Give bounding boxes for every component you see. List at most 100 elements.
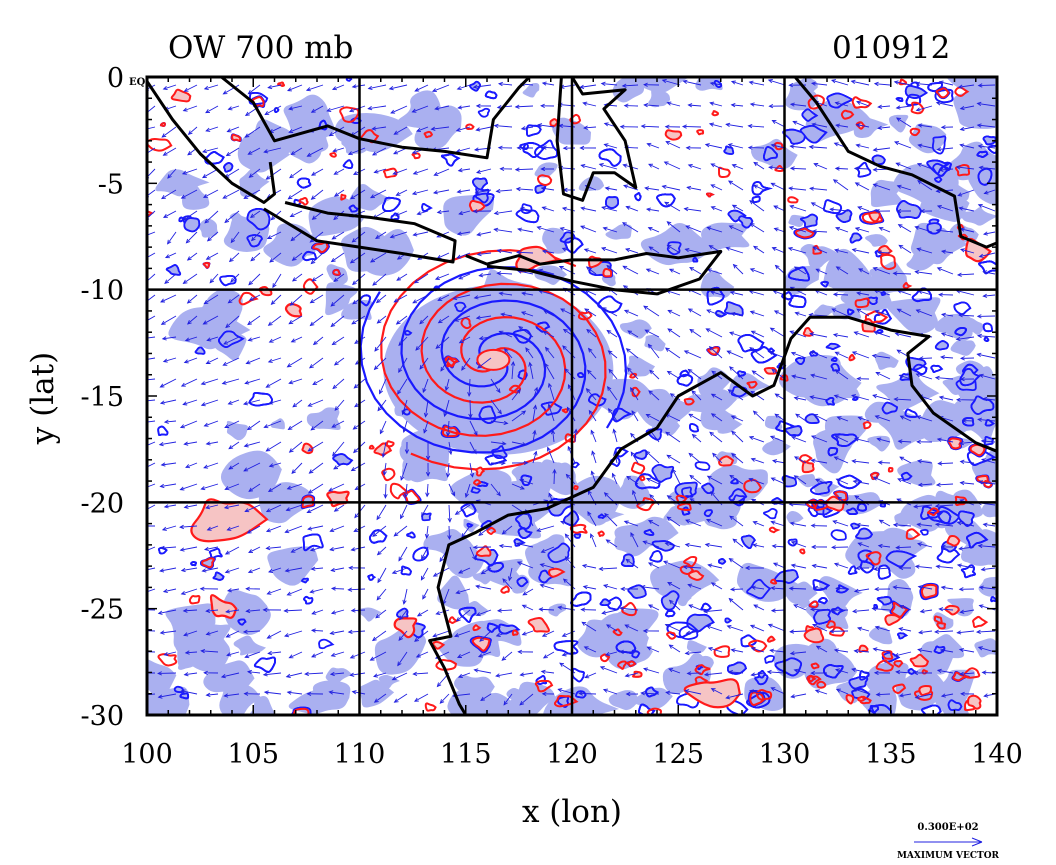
wind-vector (941, 586, 954, 590)
wind-vector (292, 399, 303, 408)
wind-vector (854, 588, 870, 592)
wind-vector-head (625, 558, 631, 564)
wind-vector (600, 666, 618, 674)
wind-vector-head (982, 293, 988, 298)
wind-vector (587, 370, 597, 380)
contour-patch (897, 632, 908, 640)
map-date: 010912 (832, 30, 950, 66)
wind-vector (834, 394, 849, 401)
wind-vector (490, 378, 501, 393)
wind-vector-head (976, 333, 982, 339)
wind-vector (147, 357, 156, 360)
wind-vector-head (770, 586, 776, 591)
wind-vector (790, 330, 807, 338)
wind-vector (397, 651, 408, 666)
contour-line (713, 645, 731, 658)
wind-vector-head (248, 173, 254, 178)
contour-patch (470, 486, 481, 494)
wind-vector (773, 205, 786, 212)
wind-vector (515, 105, 534, 108)
wind-vector-head (403, 493, 409, 499)
contour-line (329, 151, 337, 158)
wind-vector-head (834, 351, 840, 356)
wind-vector (434, 168, 450, 176)
wind-vector-head (794, 311, 800, 316)
wind-vector-head (975, 629, 981, 635)
contour-line (927, 507, 940, 517)
wind-vector-head (917, 143, 923, 148)
wind-vector-head (897, 439, 903, 444)
wind-vector (511, 441, 527, 446)
wind-vector-head (729, 331, 735, 336)
wind-vector-head (496, 388, 501, 394)
wind-vector (412, 105, 429, 113)
wind-vector (519, 693, 534, 706)
wind-vector (161, 126, 177, 138)
wind-vector (613, 429, 618, 443)
wind-vector-head (227, 299, 233, 304)
wind-vector (542, 206, 555, 212)
wind-vector-head (684, 542, 690, 548)
wind-vector (708, 564, 723, 569)
wind-vector-head (329, 671, 335, 677)
coastline (465, 249, 723, 296)
contour-line (458, 606, 477, 623)
wind-vector (290, 294, 303, 306)
wind-vector-head (750, 585, 756, 590)
wind-vector (251, 231, 261, 241)
wind-vector-head (730, 415, 736, 420)
wind-vector-head (753, 161, 759, 167)
wind-vector-head (918, 356, 924, 361)
wind-vector (956, 290, 975, 296)
contour-patch (605, 224, 632, 240)
wind-vector (768, 624, 786, 632)
wind-vector-head (619, 606, 625, 611)
wind-vector-head (373, 673, 378, 678)
wind-vector (622, 84, 639, 87)
wind-vector-head (898, 374, 904, 379)
wind-vector-head (391, 569, 397, 574)
wind-vector (624, 520, 639, 527)
wind-vector (147, 273, 156, 282)
wind-vector (627, 330, 639, 338)
wind-vector (729, 515, 744, 527)
contour-line (787, 196, 799, 204)
contour-line (953, 301, 972, 316)
wind-vector-head (160, 298, 166, 303)
wind-vector-head (288, 128, 294, 133)
wind-vector (375, 231, 387, 239)
contour-line (977, 167, 993, 186)
wind-vector-head (813, 585, 819, 590)
wind-vector (984, 189, 996, 194)
wind-vector (917, 543, 933, 548)
wind-vector-head (936, 668, 942, 674)
contour-line (808, 600, 819, 609)
wind-vector-head (333, 465, 339, 470)
wind-vector (941, 313, 954, 317)
wind-vector (605, 651, 618, 656)
wind-vector-head (159, 400, 165, 405)
contour-line (666, 241, 682, 256)
wind-vector-head (159, 568, 165, 573)
wind-vector (872, 394, 891, 401)
wind-vector-head (623, 184, 629, 189)
wind-vector (727, 350, 744, 359)
wind-vector-head (665, 690, 671, 695)
contour-patch (597, 513, 607, 519)
wind-vector (940, 649, 954, 653)
wind-vector (667, 221, 681, 233)
contour-line (830, 529, 847, 541)
contour-patch (724, 617, 733, 624)
wind-vector (519, 479, 534, 485)
wind-vector-head (311, 610, 317, 615)
wind-vector (207, 336, 219, 341)
wind-vector-head (789, 204, 795, 209)
wind-vector (791, 693, 807, 698)
contour-line (157, 425, 169, 437)
wind-vector (623, 185, 639, 191)
wind-vector-head (561, 652, 567, 657)
wind-vector (836, 266, 849, 275)
wind-vector (749, 81, 765, 86)
wind-vector-head (667, 328, 673, 333)
wind-vector-head (834, 369, 840, 375)
